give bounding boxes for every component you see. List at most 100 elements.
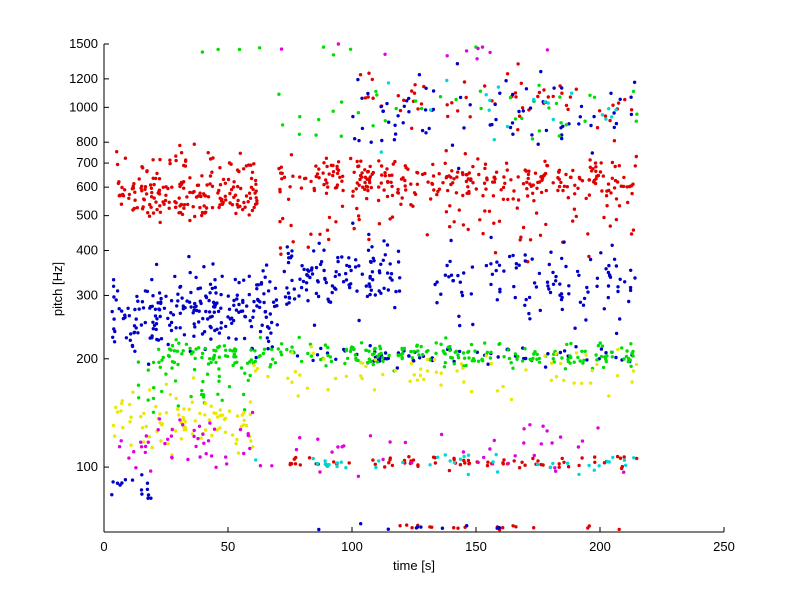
data-point	[183, 164, 188, 168]
data-point	[368, 434, 373, 438]
data-point	[587, 254, 591, 259]
data-point	[586, 290, 590, 294]
data-point	[181, 415, 185, 420]
series-blue	[110, 62, 637, 532]
data-point	[296, 394, 300, 398]
data-point	[373, 358, 377, 362]
data-point	[520, 106, 525, 110]
data-point	[380, 173, 384, 177]
data-point	[360, 126, 365, 131]
data-point	[564, 264, 568, 269]
data-point	[622, 470, 626, 474]
data-point	[198, 411, 202, 416]
data-point	[167, 354, 171, 359]
data-point	[179, 437, 183, 441]
data-point	[428, 108, 433, 112]
data-point	[412, 349, 416, 354]
data-point	[385, 357, 389, 361]
data-point	[240, 413, 244, 417]
data-point	[607, 273, 612, 278]
data-point	[290, 380, 294, 384]
data-point	[566, 465, 571, 469]
data-point	[631, 369, 636, 373]
data-point	[349, 156, 353, 161]
data-point	[633, 276, 637, 280]
data-point	[145, 487, 150, 492]
data-point	[252, 309, 256, 313]
data-point	[515, 206, 519, 210]
data-point	[266, 347, 270, 351]
data-point	[146, 493, 151, 497]
y-axis-label: pitch [Hz]	[50, 262, 65, 316]
data-point	[326, 345, 330, 350]
data-point	[189, 352, 194, 356]
data-point	[389, 272, 394, 276]
data-point	[188, 190, 192, 195]
data-point	[119, 409, 123, 413]
data-point	[140, 473, 144, 477]
data-point	[234, 211, 238, 216]
data-point	[479, 106, 483, 111]
data-point	[155, 207, 159, 212]
data-point	[393, 123, 397, 128]
data-point	[611, 455, 615, 460]
data-point	[564, 123, 569, 127]
data-point	[396, 260, 401, 264]
data-point	[588, 93, 592, 98]
data-point	[254, 458, 258, 462]
data-point	[363, 96, 368, 100]
data-point	[289, 223, 293, 228]
data-point	[525, 187, 529, 191]
data-point	[154, 200, 158, 204]
data-point	[462, 356, 467, 360]
data-point	[218, 166, 222, 170]
data-point	[397, 289, 402, 293]
data-point	[413, 99, 418, 103]
series-magenta	[117, 42, 626, 478]
data-point	[232, 352, 236, 356]
data-point	[616, 347, 620, 352]
data-point	[198, 191, 202, 195]
data-point	[581, 361, 585, 365]
data-point	[367, 71, 371, 75]
data-point	[379, 104, 383, 109]
data-point	[237, 302, 241, 307]
data-point	[538, 308, 542, 313]
data-point	[622, 458, 627, 462]
data-point	[352, 226, 356, 231]
data-point	[562, 349, 567, 353]
data-point	[151, 176, 155, 180]
data-point	[209, 360, 213, 365]
data-point	[146, 368, 150, 372]
data-point	[526, 194, 530, 198]
data-point	[249, 439, 253, 443]
data-point	[532, 453, 536, 458]
data-point	[193, 356, 197, 361]
data-point	[461, 223, 466, 227]
data-point	[547, 287, 551, 291]
data-point	[203, 401, 208, 406]
data-point	[610, 115, 614, 119]
data-point	[516, 354, 520, 359]
data-point	[450, 169, 454, 173]
data-point	[188, 270, 192, 275]
data-point	[461, 351, 466, 355]
data-point	[133, 307, 137, 312]
data-point	[139, 488, 144, 492]
data-point	[488, 447, 492, 451]
data-point	[379, 181, 383, 185]
data-point	[279, 47, 284, 51]
data-point	[252, 363, 256, 367]
data-point	[390, 278, 394, 282]
data-point	[188, 176, 192, 180]
data-point	[387, 120, 391, 124]
series-red	[115, 62, 639, 532]
data-point	[333, 274, 337, 279]
data-point	[203, 428, 208, 432]
data-point	[211, 300, 216, 304]
data-point	[322, 248, 326, 252]
data-point	[409, 349, 413, 354]
data-point	[618, 97, 622, 102]
data-point	[355, 181, 359, 185]
data-point	[568, 95, 573, 99]
